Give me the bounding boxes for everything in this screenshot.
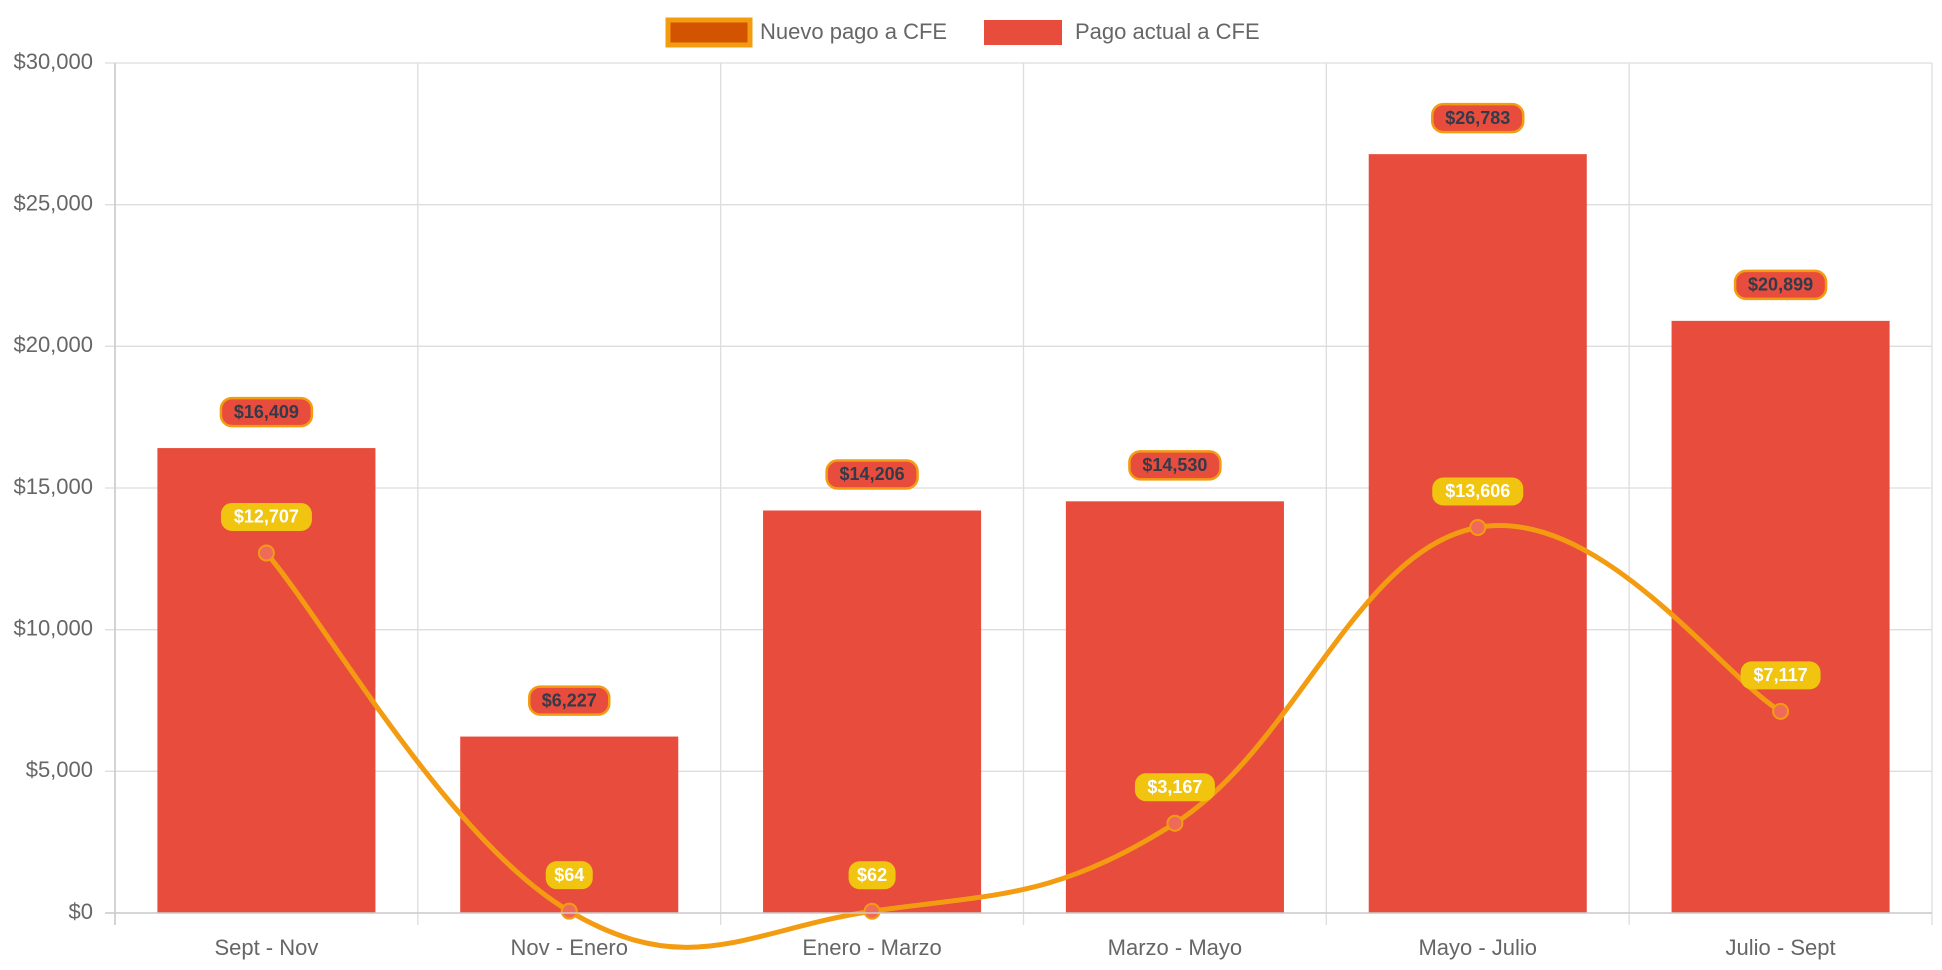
bar-value-label: $14,206	[840, 464, 905, 484]
y-tick-label: $10,000	[13, 615, 93, 640]
x-tick-label: Julio - Sept	[1726, 935, 1836, 960]
x-tick-label: Mayo - Julio	[1418, 935, 1537, 960]
y-tick-label: $5,000	[26, 757, 93, 782]
line-point	[257, 544, 275, 562]
y-tick-label: $25,000	[13, 190, 93, 215]
bar-value-label-background	[528, 685, 611, 716]
y-tick-label: $0	[69, 899, 93, 924]
y-tick-label: $30,000	[13, 49, 93, 74]
bar	[1065, 501, 1284, 913]
line-point	[1772, 702, 1790, 720]
line-value-label: $13,606	[1445, 481, 1510, 501]
x-tick-label: Marzo - Mayo	[1108, 935, 1242, 960]
bar-value-label: $20,899	[1748, 275, 1813, 295]
line-value-label: $12,707	[234, 507, 299, 527]
legend-swatch-bar	[984, 20, 1062, 45]
y-tick-label: $15,000	[13, 474, 93, 499]
bar-value-label-background	[219, 396, 314, 428]
x-tick-label: Sept - Nov	[214, 935, 318, 960]
bar-value-label: $14,530	[1142, 455, 1207, 475]
bar-value-label-background	[1128, 450, 1222, 481]
line-path	[263, 523, 1784, 950]
line-point	[863, 902, 881, 920]
line-value-label: $64	[554, 865, 584, 885]
line-point	[1166, 814, 1184, 832]
line-point	[1469, 518, 1487, 536]
bar-value-label: $6,227	[542, 690, 597, 710]
y-tick-label: $20,000	[13, 332, 93, 357]
bar-value-label: $16,409	[234, 402, 299, 422]
line-value-label: $62	[857, 865, 887, 885]
line-value-label-background	[1134, 773, 1215, 802]
line-value-label-background	[1432, 477, 1524, 506]
line-value-label-background	[545, 861, 593, 890]
grid	[105, 62, 1933, 925]
axes: $0 $5,000 $10,000 $15,000 $20,000 $25,000 $30,…	[13, 49, 1932, 960]
line-point	[560, 902, 578, 920]
x-tick-label: Enero - Marzo	[802, 935, 941, 960]
line-value-label-background	[1740, 661, 1821, 690]
bar-series	[157, 154, 1890, 914]
legend-label-bar: Pago actual a CFE	[1075, 19, 1260, 44]
line-value-label: $3,167	[1147, 777, 1202, 797]
bar	[763, 510, 982, 913]
legend-swatch-line	[665, 17, 753, 48]
x-tick-label: Nov - Enero	[511, 935, 628, 960]
bar	[1671, 320, 1890, 913]
bar-value-label-background	[1431, 102, 1525, 134]
legend[interactable]: Nuevo pago a CFE Pago actual a CFE	[665, 17, 1260, 48]
bar-value-label: $26,783	[1445, 108, 1510, 128]
data-labels: $16,409 $6,227 $14,206 $14,530 $26,783 $20,89…	[219, 102, 1828, 890]
line-series	[257, 518, 1790, 950]
bar-value-label-background	[825, 459, 919, 490]
line-value-label-background	[220, 502, 312, 531]
bar-value-label-background	[1733, 269, 1828, 301]
line-value-label-background	[848, 861, 896, 890]
legend-label-line: Nuevo pago a CFE	[760, 19, 947, 44]
line-value-label: $7,117	[1754, 665, 1808, 685]
